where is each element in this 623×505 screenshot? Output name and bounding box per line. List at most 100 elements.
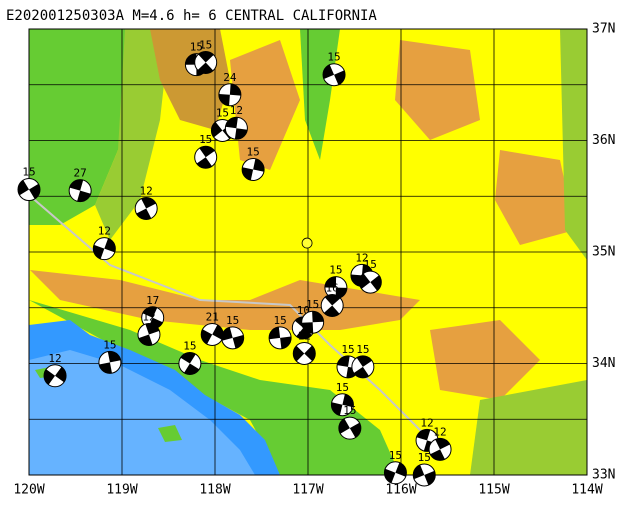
beachball-compression — [324, 294, 341, 317]
event-depth-label: 15 — [226, 314, 239, 327]
event-depth-label: 12 — [142, 311, 155, 324]
event-depth-label: 17 — [146, 294, 159, 307]
event-depth-label: 21 — [206, 311, 219, 324]
latitude-label: 34N — [592, 356, 615, 371]
beachball-compression — [69, 179, 91, 202]
beachball-compression — [99, 351, 121, 374]
beachball — [241, 157, 265, 181]
map-title: E202001250303A M=4.6 h= 6 CENTRAL CALIFO… — [6, 8, 377, 24]
beachball-compression — [384, 462, 407, 483]
beachball-compression — [142, 306, 163, 329]
beachball — [330, 393, 354, 417]
beachball-compression — [196, 146, 215, 169]
event-depth-label: 15 — [103, 338, 116, 351]
beachball — [134, 197, 158, 221]
beachball-compression — [180, 352, 200, 375]
event-depth-label: 12 — [433, 425, 446, 438]
longitude-label: 115W — [478, 483, 509, 498]
beachball-compression — [218, 83, 241, 106]
event-depth-label: 12 — [230, 104, 243, 117]
latitude-label: 33N — [592, 468, 615, 483]
event-depth-label: 12 — [140, 185, 153, 198]
beachball-compression — [269, 326, 292, 349]
beachball-compression — [338, 418, 361, 438]
beachball-compression — [293, 345, 316, 362]
latitude-label: 35N — [592, 245, 615, 260]
beachball — [92, 237, 116, 261]
event-depth-label: 15 — [199, 38, 212, 51]
longitude-label: 118W — [199, 483, 230, 498]
beachball-compression — [18, 180, 40, 199]
beachball-compression — [353, 355, 372, 378]
longitude-label: 120W — [13, 483, 44, 498]
beachball-compression — [324, 276, 347, 299]
map-frame — [28, 28, 588, 476]
latitude-label: 37N — [592, 22, 615, 37]
beachball — [383, 461, 407, 485]
event-depth-label: 12 — [420, 416, 433, 429]
event-depth-label: 15 — [190, 41, 203, 54]
event-depth-label: 15 — [336, 381, 349, 394]
event-depth-label: 15 — [389, 449, 402, 462]
longitude-label: 114W — [571, 483, 602, 498]
latitude-label: 36N — [592, 133, 615, 148]
beachball-compression — [301, 311, 324, 334]
beachball — [200, 323, 224, 347]
event-depth-label: 15 — [418, 451, 431, 464]
event-depth-label: 15 — [364, 258, 377, 271]
beachball — [137, 323, 161, 347]
epicenter — [301, 237, 313, 249]
beachball-compression — [201, 324, 224, 345]
beachball — [412, 463, 436, 487]
event-depth-label: 16 — [326, 282, 339, 295]
longitude-label: 116W — [385, 483, 416, 498]
event-depth-label: 15 — [341, 343, 354, 356]
event-depth-label: 15 — [327, 51, 340, 64]
beachball — [351, 355, 375, 379]
beachball-compression — [197, 51, 214, 74]
beachball — [43, 364, 67, 388]
event-depth-label: 12 — [48, 352, 61, 365]
event-depth-label: 15 — [216, 106, 229, 119]
beachball — [178, 352, 202, 375]
event-depth-label: 15 — [22, 166, 35, 179]
beachball — [322, 63, 346, 87]
beachball-compression — [136, 197, 156, 220]
beachball-compression — [225, 117, 248, 140]
beachball — [218, 83, 242, 107]
longitude-label: 117W — [292, 483, 323, 498]
beachball — [301, 310, 325, 334]
beachball-compression — [359, 273, 382, 291]
beachball — [68, 179, 92, 203]
beachball — [224, 116, 248, 140]
event-depth-label: 15 — [273, 314, 286, 327]
longitude-label: 119W — [106, 483, 137, 498]
event-depth-label: 15 — [199, 133, 212, 146]
beachball-compression — [323, 64, 346, 85]
event-depth-label: 24 — [223, 71, 237, 84]
beachball — [292, 341, 316, 365]
beachball-compression — [430, 438, 450, 461]
beachball-compression — [242, 158, 265, 181]
beachball — [221, 326, 245, 350]
beachball — [268, 326, 292, 350]
beachball-compression — [44, 366, 66, 385]
beachball-compression — [331, 394, 354, 416]
beachball — [17, 178, 41, 202]
event-depth-label: 15 — [356, 343, 369, 356]
beachball — [338, 416, 362, 440]
beachball — [194, 50, 218, 74]
beachball — [98, 350, 122, 374]
event-depth-label: 15 — [329, 264, 342, 277]
beachball — [428, 437, 452, 461]
event-depth-label: 15 — [343, 404, 356, 417]
beachball-compression — [350, 264, 373, 287]
beachball — [320, 294, 344, 318]
beachball-compression — [138, 323, 160, 346]
event-depth-label: 12 — [98, 225, 111, 238]
event-depth-label: 15 — [247, 145, 260, 158]
beachball — [194, 145, 218, 169]
beachball — [358, 270, 382, 294]
event-depth-label: 12 — [298, 329, 311, 342]
